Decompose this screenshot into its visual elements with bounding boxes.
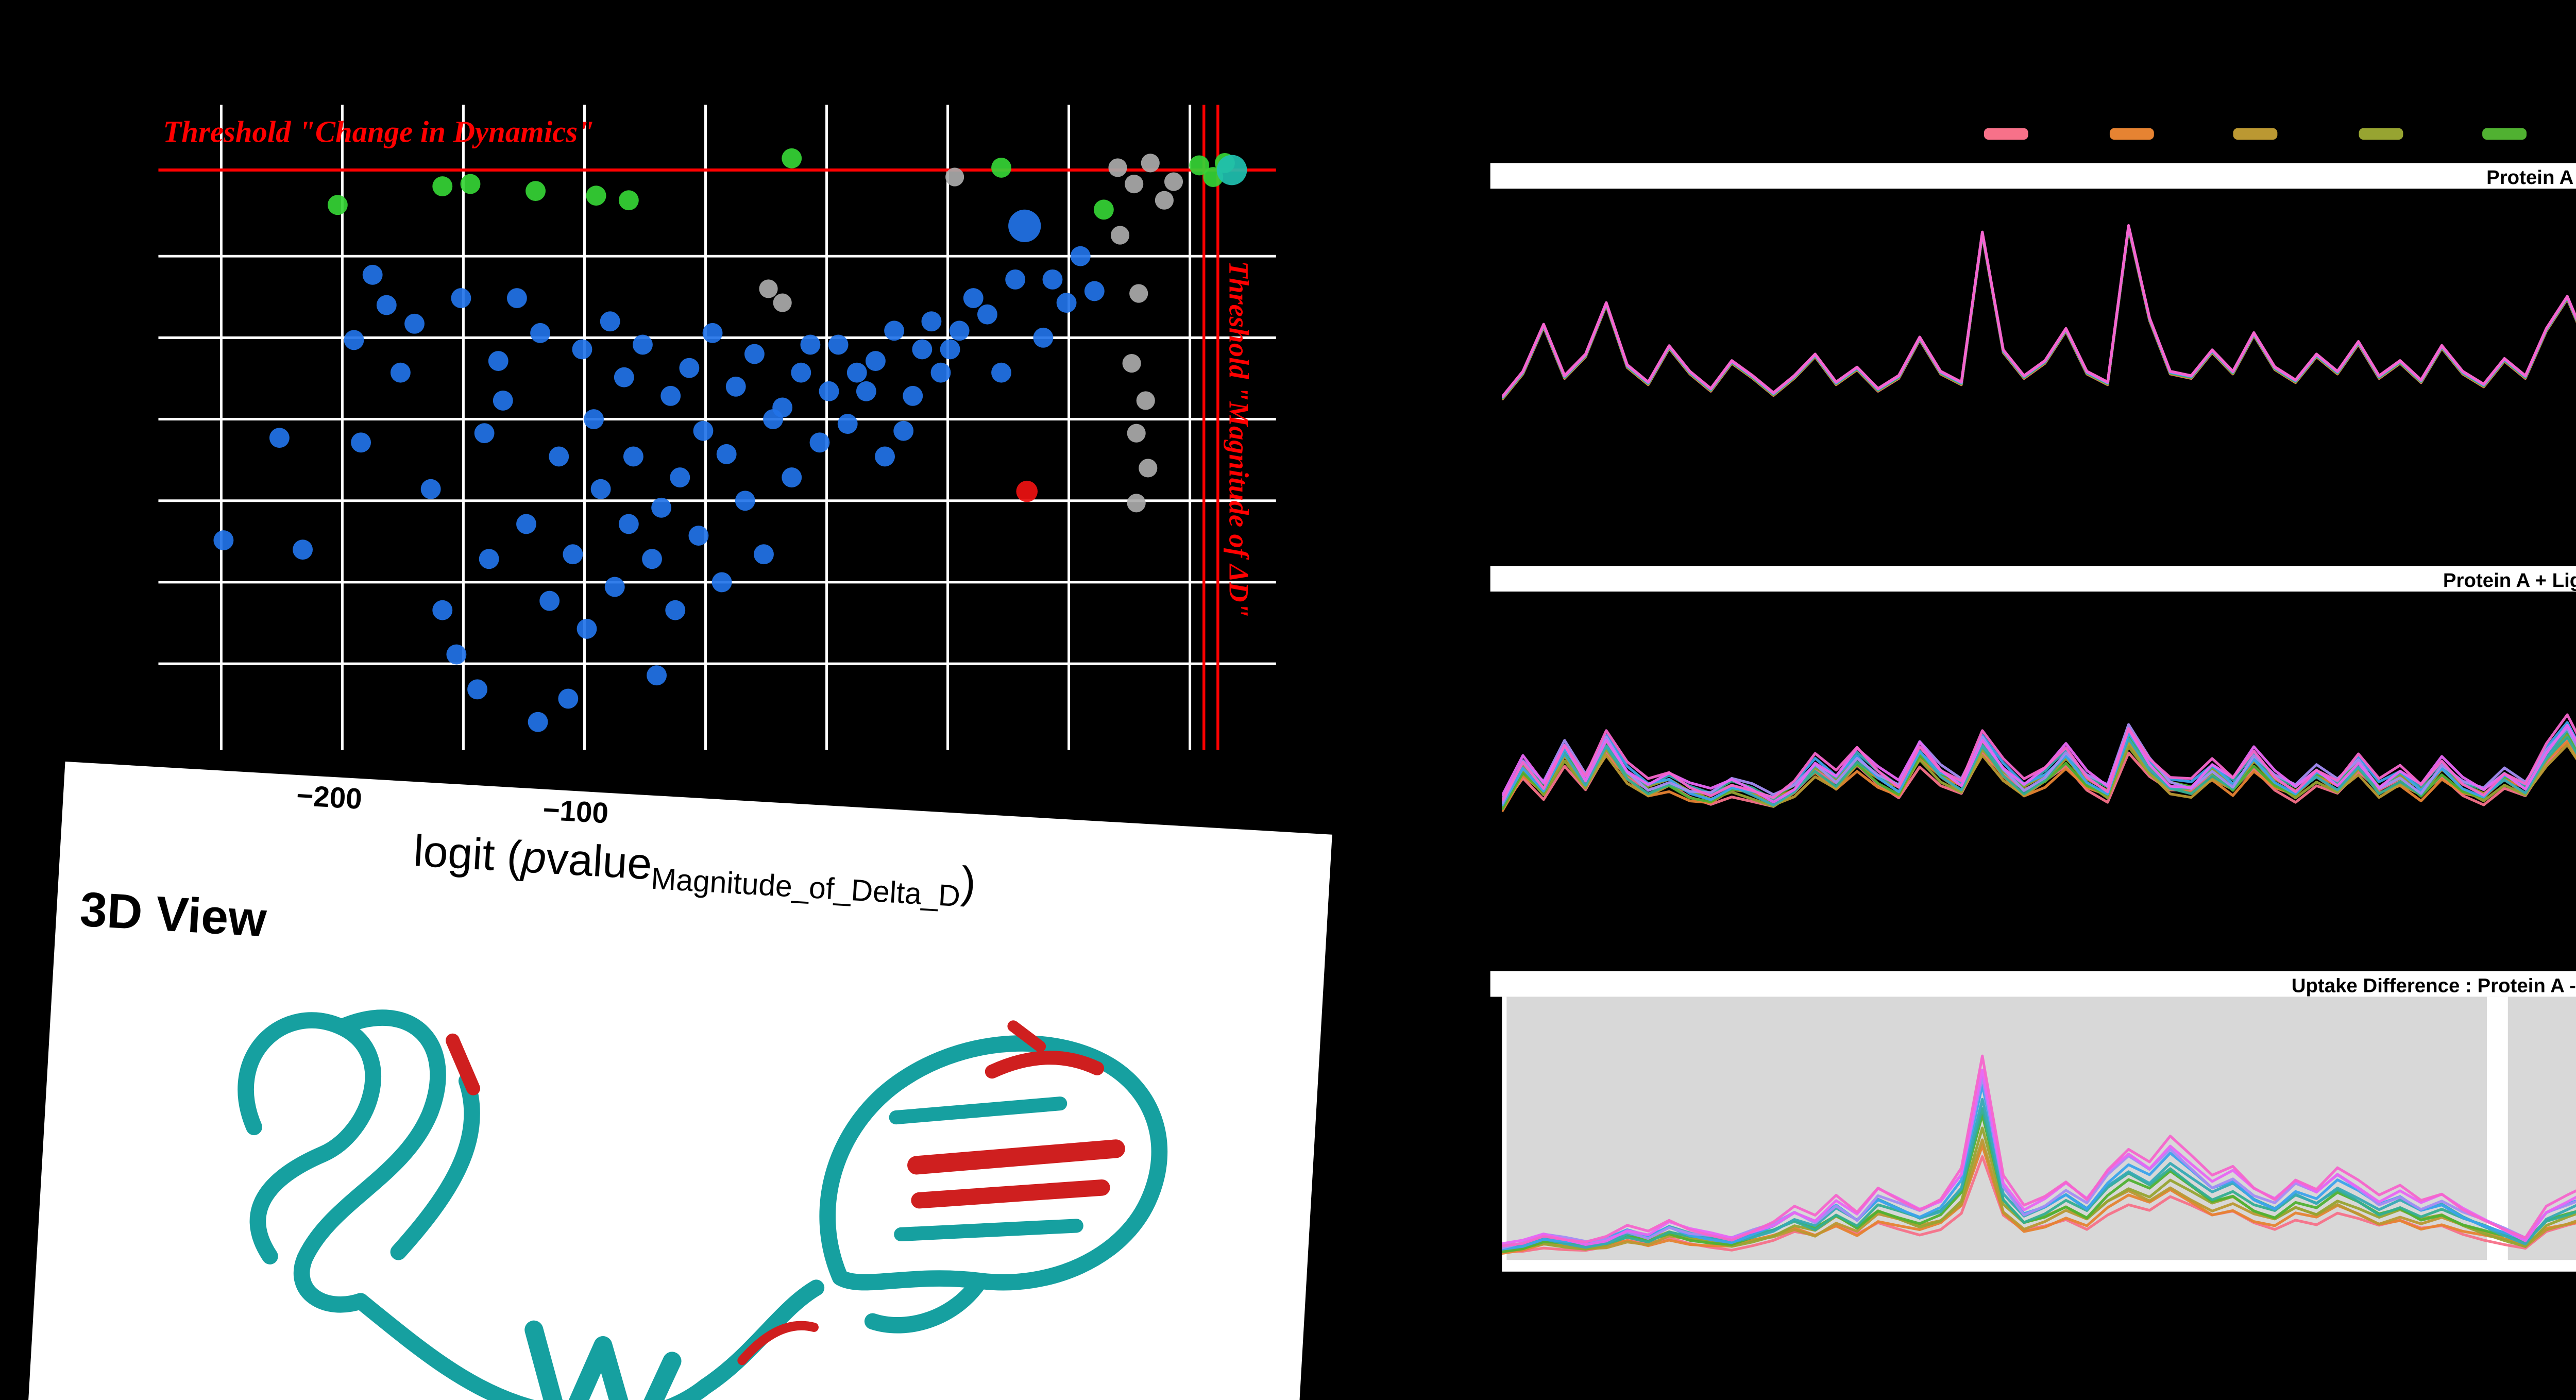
3d-view-panel[interactable]: −200 −100 logit (pvalueMagnitude_of_Delt… xyxy=(25,761,1332,1400)
panel-title-bar-protein-a-ligand: Protein A + Ligand xyxy=(1490,566,2576,592)
protein-structure-3d[interactable] xyxy=(72,950,1263,1400)
x-tick--100: −100 xyxy=(541,794,609,831)
legend-swatch-2[interactable] xyxy=(2108,128,2153,139)
panel-title-protein-a: Protein A xyxy=(2486,164,2574,188)
uptake-plot-protein-a-ligand[interactable] xyxy=(1502,596,2576,959)
x-tick--200: −200 xyxy=(295,780,363,816)
series-legend xyxy=(0,128,2576,147)
uptake-difference-plot[interactable] xyxy=(1502,997,2576,1271)
panel-title-protein-a-ligand: Protein A + Ligand xyxy=(2443,567,2576,591)
legend-swatch-3[interactable] xyxy=(2233,128,2278,139)
legend-swatch-5[interactable] xyxy=(2482,128,2527,139)
difference-region-1 xyxy=(1506,997,2487,1260)
volcano-plot-area[interactable] xyxy=(158,105,1276,750)
panel-title-uptake-difference: Uptake Difference : Protein A - (Protein… xyxy=(2291,972,2576,996)
panel-title-bar-protein-a: Protein A xyxy=(1490,163,2576,189)
threshold-magnitude-label: Threshold "Magnitude of ΔD" xyxy=(1222,261,1256,618)
3d-view-title: 3D View xyxy=(78,884,268,948)
panel-title-bar-uptake-difference: Uptake Difference : Protein A - (Protein… xyxy=(1490,971,2576,997)
uptake-plot-protein-a[interactable] xyxy=(1502,196,2576,550)
legend-swatch-4[interactable] xyxy=(2358,128,2402,139)
volcano-plot[interactable] xyxy=(158,105,1276,750)
legend-swatch-1[interactable] xyxy=(1984,128,2028,139)
threshold-change-in-dynamics-label: Threshold "Change in Dynamics" xyxy=(163,114,595,149)
